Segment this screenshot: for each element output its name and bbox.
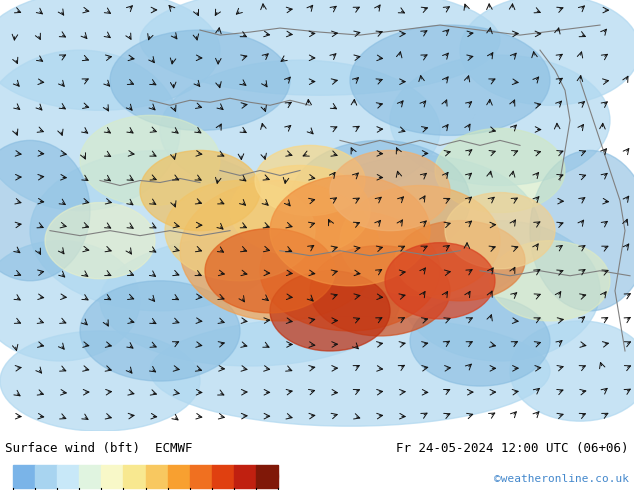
Ellipse shape — [255, 146, 365, 216]
Ellipse shape — [140, 150, 260, 231]
Ellipse shape — [385, 243, 495, 319]
Bar — [145, 466, 167, 488]
Ellipse shape — [110, 30, 290, 130]
Bar — [35, 466, 57, 488]
Ellipse shape — [270, 271, 390, 351]
Ellipse shape — [395, 220, 525, 301]
Ellipse shape — [460, 0, 634, 105]
Text: Fr 24-05-2024 12:00 UTC (06+06): Fr 24-05-2024 12:00 UTC (06+06) — [396, 442, 629, 455]
Ellipse shape — [310, 245, 450, 336]
Ellipse shape — [80, 115, 220, 206]
Bar — [101, 466, 124, 488]
Ellipse shape — [160, 60, 440, 200]
Ellipse shape — [165, 180, 315, 281]
Bar — [256, 466, 278, 488]
Bar — [234, 466, 256, 488]
Ellipse shape — [490, 241, 610, 321]
Ellipse shape — [0, 331, 200, 431]
Ellipse shape — [150, 316, 550, 426]
Bar — [190, 466, 212, 488]
Ellipse shape — [45, 202, 155, 279]
Ellipse shape — [300, 155, 540, 306]
Bar — [57, 466, 79, 488]
Ellipse shape — [340, 186, 500, 296]
Bar — [167, 466, 190, 488]
Bar — [124, 466, 145, 488]
Ellipse shape — [260, 211, 440, 331]
Ellipse shape — [205, 229, 335, 313]
Ellipse shape — [435, 128, 565, 213]
Text: ©weatheronline.co.uk: ©weatheronline.co.uk — [494, 474, 629, 485]
Ellipse shape — [290, 141, 470, 261]
Ellipse shape — [100, 236, 400, 366]
Ellipse shape — [400, 220, 600, 361]
Text: Surface wind (bft)  ECMWF: Surface wind (bft) ECMWF — [5, 442, 193, 455]
Ellipse shape — [30, 150, 290, 311]
Bar — [13, 466, 35, 488]
Ellipse shape — [180, 180, 380, 321]
Ellipse shape — [330, 150, 450, 231]
Ellipse shape — [530, 150, 634, 311]
Ellipse shape — [0, 0, 220, 110]
Ellipse shape — [140, 0, 500, 95]
Ellipse shape — [445, 193, 555, 269]
Ellipse shape — [350, 25, 550, 135]
Ellipse shape — [510, 321, 634, 421]
Ellipse shape — [0, 141, 90, 281]
Ellipse shape — [0, 241, 140, 361]
Ellipse shape — [80, 281, 240, 381]
Bar — [79, 466, 101, 488]
Ellipse shape — [230, 166, 370, 256]
Ellipse shape — [390, 55, 610, 186]
Ellipse shape — [270, 175, 430, 286]
Ellipse shape — [0, 50, 180, 211]
Ellipse shape — [410, 296, 550, 386]
Bar — [212, 466, 234, 488]
